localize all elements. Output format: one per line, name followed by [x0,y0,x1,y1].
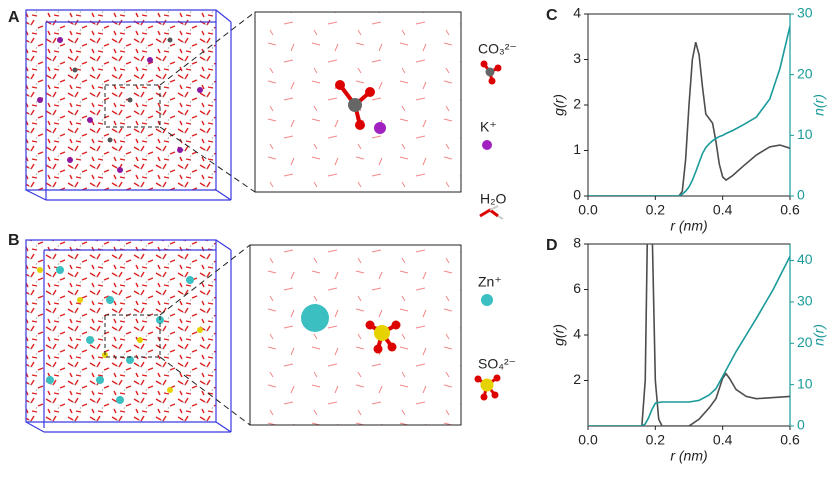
chart-title: C [546,7,558,24]
panel-label: A [8,9,20,26]
series-line [588,25,790,196]
x-tick-label: 0.2 [646,432,666,448]
x-tick-label: 0.2 [646,202,666,218]
x-tick-label: 0.6 [780,432,800,448]
x-tick-label: 0.0 [578,432,598,448]
x-tick-label: 0.4 [713,202,733,218]
x-tick-label: 0.0 [578,202,598,218]
y-tick-label: 4 [573,326,581,342]
icon-zn [481,294,493,306]
y2-tick-label: 10 [797,375,813,391]
y-axis-label: g(r) [551,94,567,116]
series-line [588,42,790,196]
y-tick-label: 8 [573,235,581,251]
y2-tick-label: 20 [797,65,813,81]
species-label: K⁺ [480,119,497,135]
species-label: CO₃²⁻ [478,41,517,57]
species-label: SO₄²⁻ [478,356,516,372]
y2-axis-label: n(r) [811,324,827,346]
y-tick-label: 1 [573,141,581,157]
series-line [588,256,790,426]
y2-tick-label: 10 [797,126,813,142]
y-tick-label: 2 [573,96,581,112]
icon-so4 [474,374,501,401]
x-axis-label: r (nm) [670,448,707,464]
y2-tick-label: 20 [797,334,813,350]
species-label: H₂O [480,191,507,207]
x-tick-label: 0.4 [713,432,733,448]
y2-tick-label: 30 [797,5,813,21]
x-axis-label: r (nm) [670,218,707,234]
y-axis-label: g(r) [551,324,567,346]
y-tick-label: 3 [573,50,581,66]
x-tick-label: 0.6 [780,202,800,218]
y2-tick-label: 30 [797,293,813,309]
simulation-box-b [25,239,251,433]
y-tick-label: 4 [573,5,581,21]
icon-k [482,140,492,150]
y2-tick-label: 40 [797,251,813,267]
chart-title: D [546,237,558,254]
y2-tick-label: 0 [797,417,805,433]
y-tick-label: 6 [573,280,581,296]
y-tick-label: 2 [573,371,581,387]
panel-label: B [8,232,20,249]
y2-tick-label: 0 [797,187,805,203]
icon-co3 [480,60,502,85]
series-line [588,244,790,426]
species-label: Zn⁺ [478,274,502,290]
zoom-b [249,244,462,426]
y2-axis-label: n(r) [811,94,827,116]
simulation-box-a [25,9,256,201]
icon-h2o [479,205,504,220]
zoom-a [254,11,462,193]
y-tick-label: 0 [573,187,581,203]
